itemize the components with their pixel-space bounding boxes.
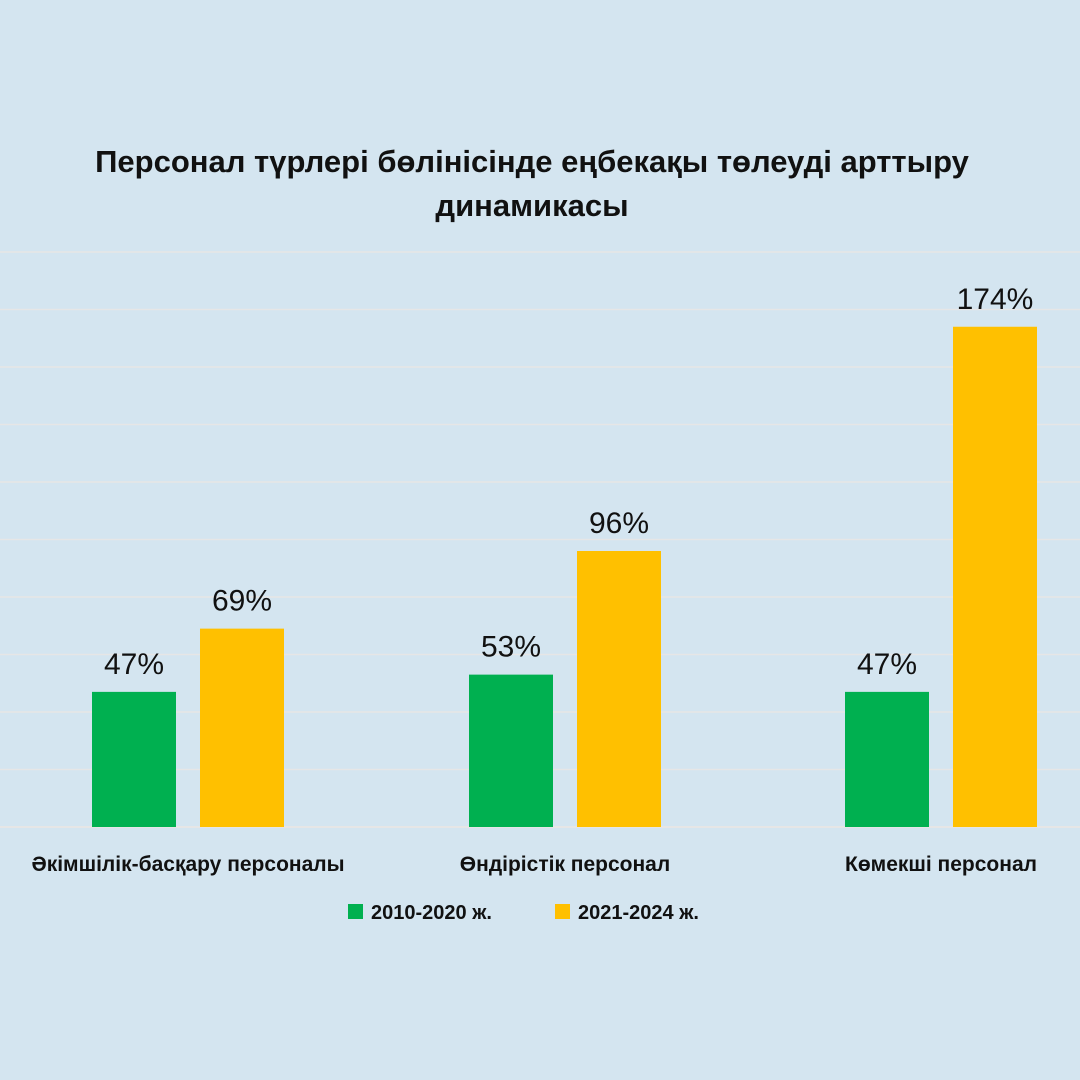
bar-production-2010-2020 (469, 674, 553, 827)
legend-swatch-2010-2020 (348, 904, 363, 919)
chart-title-line-1: Персонал түрлері бөлінісінде еңбекақы тө… (95, 144, 969, 179)
category-label-production: Өндірістік персонал (460, 853, 670, 876)
bar-admin-2010-2020 (92, 691, 176, 827)
value-label-production-2021-2024: 96% (589, 507, 649, 540)
bars (92, 326, 1037, 827)
chart-title-line-2: динамикасы (435, 188, 628, 223)
data-labels: 47% 69% 53% 96% 47% 174% (104, 283, 1033, 681)
bar-production-2021-2024 (577, 551, 661, 827)
legend-label-2010-2020: 2010-2020 ж. (371, 902, 492, 924)
bar-auxiliary-2010-2020 (845, 691, 929, 827)
value-label-admin-2010-2020: 47% (104, 648, 164, 681)
legend: 2010-2020 ж. 2021-2024 ж. (348, 902, 699, 924)
value-label-admin-2021-2024: 69% (212, 585, 272, 618)
value-label-auxiliary-2021-2024: 174% (957, 283, 1034, 316)
bar-auxiliary-2021-2024 (953, 326, 1037, 827)
legend-swatch-2021-2024 (555, 904, 570, 919)
category-label-auxiliary: Көмекші персонал (845, 853, 1037, 876)
bar-admin-2021-2024 (200, 628, 284, 827)
grid-lines (0, 251, 1080, 828)
value-label-auxiliary-2010-2020: 47% (857, 648, 917, 681)
category-label-admin: Әкімшілік-басқару персоналы (31, 853, 344, 876)
value-label-production-2010-2020: 53% (481, 631, 541, 664)
legend-label-2021-2024: 2021-2024 ж. (578, 902, 699, 924)
